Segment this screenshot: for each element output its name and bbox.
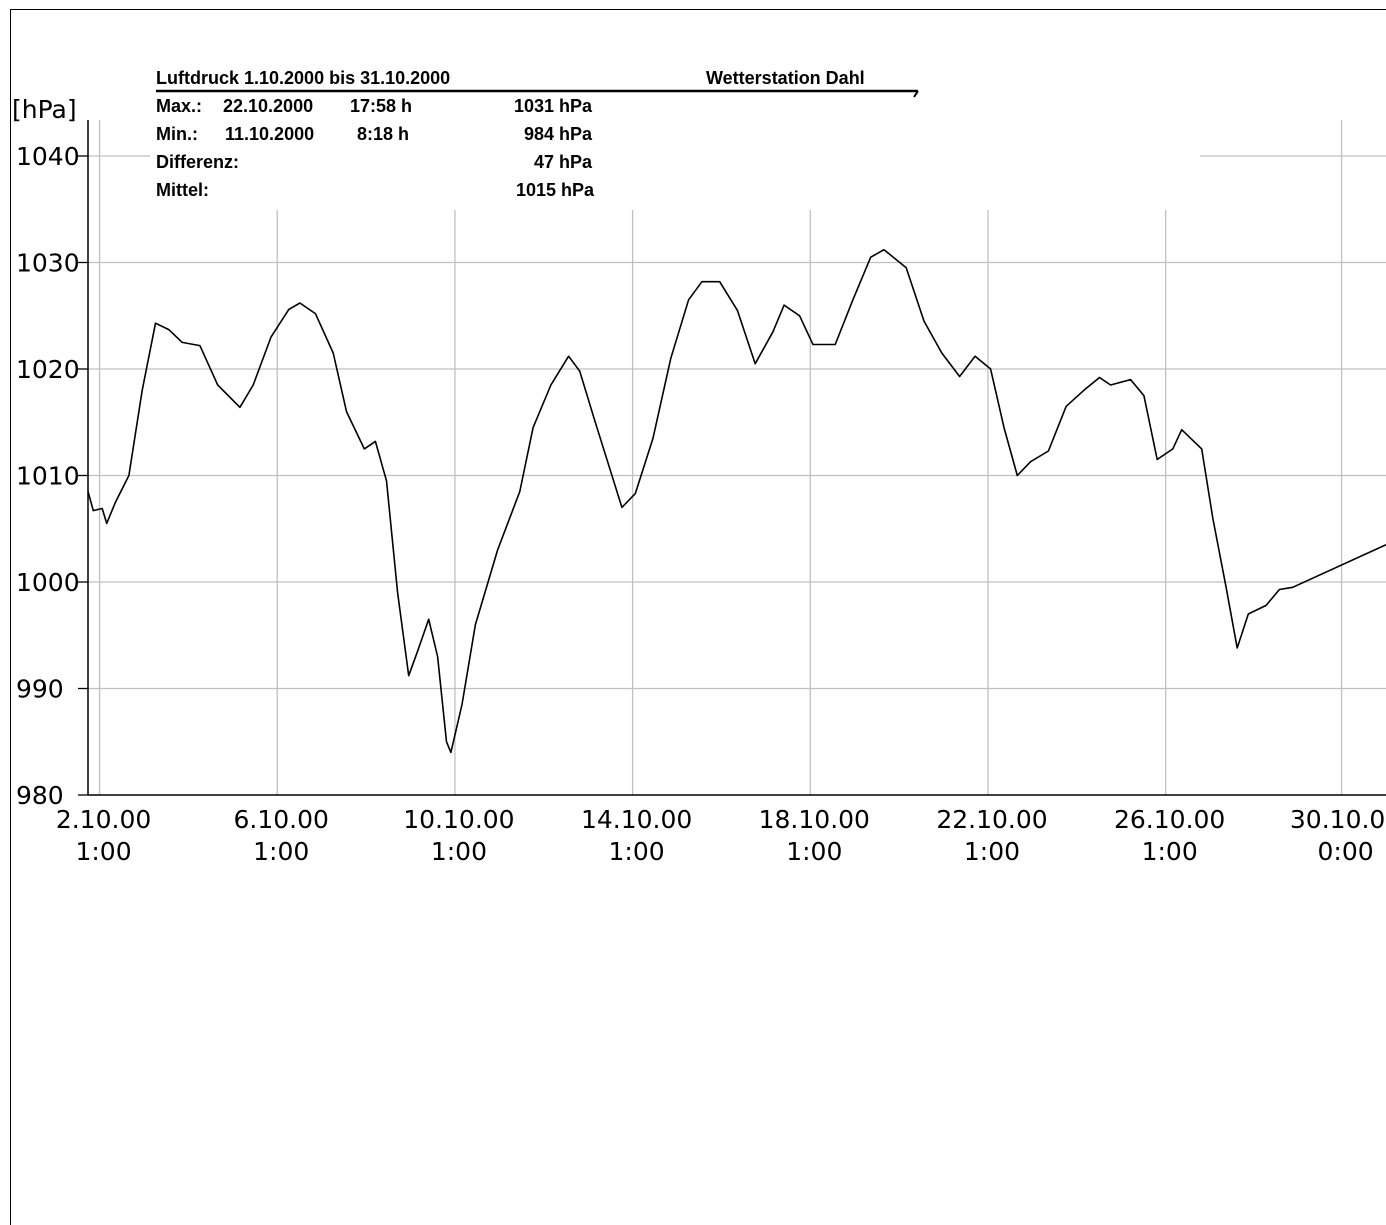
- stat-max-value: 1031 hPa: [514, 96, 593, 116]
- y-tick-label: 1030: [16, 249, 80, 278]
- x-tick-time: 1:00: [1142, 837, 1198, 866]
- stat-max-date: 22.10.2000: [223, 96, 313, 116]
- grid-lines: [88, 120, 1386, 795]
- x-tick-time: 1:00: [786, 837, 842, 866]
- chart-title: Luftdruck 1.10.2000 bis 31.10.2000: [156, 68, 450, 88]
- y-tick-label: 1010: [16, 462, 80, 491]
- tick-labels: 980 990 1000 1010 1020 1030 1040 2.10.00 1:00 6.1…: [16, 142, 1386, 866]
- x-tick-date: 22.10.00: [936, 805, 1047, 834]
- y-tick-label: 990: [16, 675, 64, 704]
- stat-diff-value: 47 hPa: [534, 152, 593, 172]
- y-tick-label: 980: [16, 781, 64, 810]
- x-tick-date: 10.10.00: [403, 805, 514, 834]
- x-tick-date: 30.10.00: [1290, 805, 1386, 834]
- pressure-series-line: [87, 248, 1386, 754]
- y-tick-label: 1000: [16, 568, 80, 597]
- x-tick-time: 1:00: [964, 837, 1020, 866]
- stat-min-label: Min.:: [156, 124, 198, 144]
- series-group: [87, 248, 1386, 754]
- stat-max-label: Max.:: [156, 96, 202, 116]
- y-tick-label: 1040: [16, 142, 80, 171]
- stat-mean-label: Mittel:: [156, 180, 209, 200]
- stat-min-value: 984 hPa: [524, 124, 593, 144]
- underline-tick: [913, 90, 919, 98]
- stat-max-time: 17:58 h: [350, 96, 412, 116]
- x-tick-time: 1:00: [253, 837, 309, 866]
- x-tick-date: 14.10.00: [581, 805, 692, 834]
- chart-header: Luftdruck 1.10.2000 bis 31.10.2000 Wette…: [150, 68, 1200, 210]
- stat-min-time: 8:18 h: [357, 124, 409, 144]
- x-tick-time: 0:00: [1318, 837, 1374, 866]
- station-name: Wetterstation Dahl: [706, 68, 865, 88]
- stat-min-date: 11.10.2000: [225, 124, 314, 144]
- axes: [78, 120, 1386, 796]
- stat-diff-label: Differenz:: [156, 152, 239, 172]
- x-tick-date: 26.10.00: [1114, 805, 1225, 834]
- stat-mean-value: 1015 hPa: [516, 180, 595, 200]
- header-background: [150, 90, 1200, 210]
- y-axis-unit: [hPa]: [12, 95, 77, 124]
- x-tick-time: 1:00: [75, 837, 131, 866]
- x-tick-date: 2.10.00: [56, 805, 151, 834]
- x-tick-date: 6.10.00: [234, 805, 329, 834]
- x-tick-time: 1:00: [431, 837, 487, 866]
- x-tick-date: 18.10.00: [759, 805, 870, 834]
- chart-frame: [10, 9, 1386, 1225]
- y-tick-label: 1020: [16, 355, 80, 384]
- x-tick-time: 1:00: [609, 837, 665, 866]
